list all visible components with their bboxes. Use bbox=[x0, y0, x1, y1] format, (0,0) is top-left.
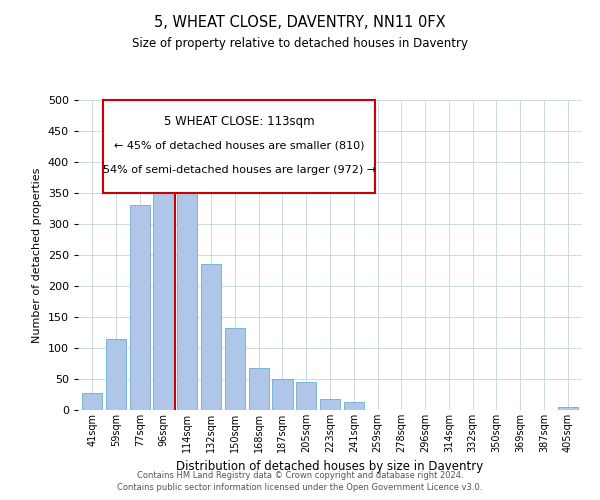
Bar bbox=[82, 394, 103, 410]
Text: 5 WHEAT CLOSE: 113sqm: 5 WHEAT CLOSE: 113sqm bbox=[164, 116, 314, 128]
Y-axis label: Number of detached properties: Number of detached properties bbox=[32, 168, 42, 342]
Bar bbox=[344, 402, 364, 410]
Text: 5, WHEAT CLOSE, DAVENTRY, NN11 0FX: 5, WHEAT CLOSE, DAVENTRY, NN11 0FX bbox=[154, 15, 446, 30]
Bar bbox=[225, 328, 245, 410]
Bar bbox=[201, 264, 221, 410]
Text: Contains HM Land Registry data © Crown copyright and database right 2024.
Contai: Contains HM Land Registry data © Crown c… bbox=[118, 471, 482, 492]
Bar bbox=[296, 382, 316, 410]
X-axis label: Distribution of detached houses by size in Daventry: Distribution of detached houses by size … bbox=[176, 460, 484, 473]
Text: ← 45% of detached houses are smaller (810): ← 45% of detached houses are smaller (81… bbox=[114, 140, 365, 150]
Text: 54% of semi-detached houses are larger (972) →: 54% of semi-detached houses are larger (… bbox=[103, 165, 376, 175]
Bar bbox=[272, 379, 293, 410]
Bar bbox=[177, 180, 197, 410]
Bar bbox=[248, 368, 269, 410]
Bar bbox=[320, 399, 340, 410]
Text: Size of property relative to detached houses in Daventry: Size of property relative to detached ho… bbox=[132, 38, 468, 51]
Bar bbox=[557, 407, 578, 410]
Bar bbox=[130, 206, 150, 410]
FancyBboxPatch shape bbox=[103, 100, 376, 193]
Bar bbox=[154, 172, 173, 410]
Bar bbox=[106, 338, 126, 410]
